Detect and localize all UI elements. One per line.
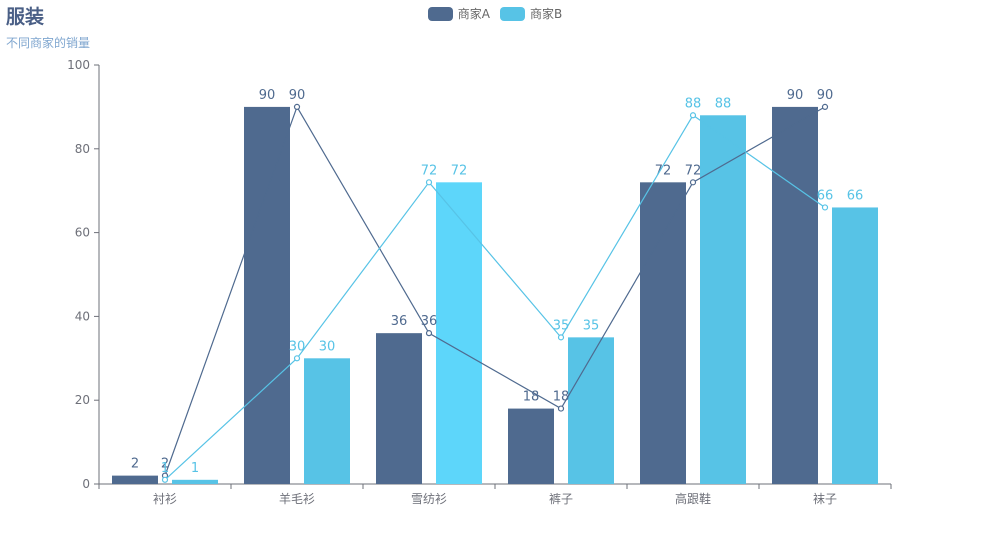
bar-series-a[interactable] <box>376 333 422 484</box>
line-point[interactable] <box>689 112 697 119</box>
line-data-label: 18 <box>553 390 570 405</box>
line-data-label: 1 <box>161 461 169 476</box>
line-series-b <box>164 114 826 481</box>
legend-label-series-b: 商家B <box>529 7 563 21</box>
bar-series-b[interactable] <box>172 479 218 484</box>
bar-data-label: 72 <box>451 163 468 178</box>
x-tick-label: 袜子 <box>813 492 837 506</box>
line-point[interactable] <box>557 405 565 412</box>
line-data-label: 88 <box>685 96 702 111</box>
legend-swatch-series-a <box>427 6 453 21</box>
legend-swatch-series-b <box>499 6 525 21</box>
x-tick-label: 裤子 <box>549 492 573 506</box>
bar-series-b[interactable] <box>832 207 878 484</box>
bar-series-b[interactable] <box>568 337 614 484</box>
line-data-label: 72 <box>421 163 438 178</box>
bar-data-label: 1 <box>191 461 199 476</box>
legend: 商家A 商家B <box>0 5 990 22</box>
line-data-label: 66 <box>817 188 834 203</box>
bar-series-b[interactable] <box>436 182 482 484</box>
legend-item-series-b[interactable]: 商家B <box>499 5 563 22</box>
line-data-label: 90 <box>289 88 306 103</box>
line-point[interactable] <box>689 179 697 186</box>
line-data-label: 35 <box>553 318 570 333</box>
line-data-label: 2 <box>161 457 169 472</box>
bar-data-label: 90 <box>787 88 804 103</box>
line-point[interactable] <box>161 476 169 483</box>
line-point[interactable] <box>425 179 433 186</box>
bar-data-label: 90 <box>259 88 276 103</box>
line-data-label: 30 <box>289 339 306 354</box>
line-point[interactable] <box>293 355 301 362</box>
chart-title: 服装 <box>6 6 45 28</box>
bar-series-a[interactable] <box>772 106 818 485</box>
line-data-label: 36 <box>421 314 438 329</box>
line-point[interactable] <box>557 334 565 341</box>
y-tick-label: 40 <box>75 309 90 323</box>
x-tick-label: 羊毛衫 <box>279 491 315 506</box>
line-series-a <box>164 105 826 476</box>
bar-series-a[interactable] <box>640 182 686 484</box>
bar-series-a[interactable] <box>508 408 554 484</box>
bar-data-label: 88 <box>715 96 732 111</box>
bar-data-label: 30 <box>319 339 336 354</box>
line-point[interactable] <box>821 204 829 211</box>
bar-data-label: 2 <box>131 457 139 472</box>
line-data-label: 72 <box>685 163 702 178</box>
bar-data-label: 66 <box>847 188 864 203</box>
bar-series-b[interactable] <box>700 115 746 484</box>
y-tick-label: 80 <box>75 142 90 156</box>
y-tick-label: 100 <box>67 58 90 72</box>
bar-series-b[interactable] <box>304 358 350 484</box>
x-tick-label: 雪纺衫 <box>411 492 447 506</box>
line-data-label: 90 <box>817 88 834 103</box>
legend-label-series-a: 商家A <box>457 7 490 21</box>
line-point[interactable] <box>293 103 301 111</box>
legend-item-series-a[interactable]: 商家A <box>427 5 490 22</box>
chart-subtitle: 不同商家的销量 <box>6 36 91 50</box>
x-tick-label: 高跟鞋 <box>675 491 711 506</box>
bar-series-a[interactable] <box>112 475 158 484</box>
x-tick-label: 衬衫 <box>153 492 177 506</box>
bar-data-label: 35 <box>583 318 600 333</box>
bar-data-label: 72 <box>655 163 672 178</box>
bar-data-label: 36 <box>391 314 408 329</box>
line-point[interactable] <box>425 330 433 337</box>
y-tick-label: 0 <box>82 477 90 491</box>
line-point[interactable] <box>821 103 829 111</box>
y-tick-label: 20 <box>75 393 90 407</box>
bar-series-a[interactable] <box>244 106 290 485</box>
y-tick-label: 60 <box>75 226 90 240</box>
